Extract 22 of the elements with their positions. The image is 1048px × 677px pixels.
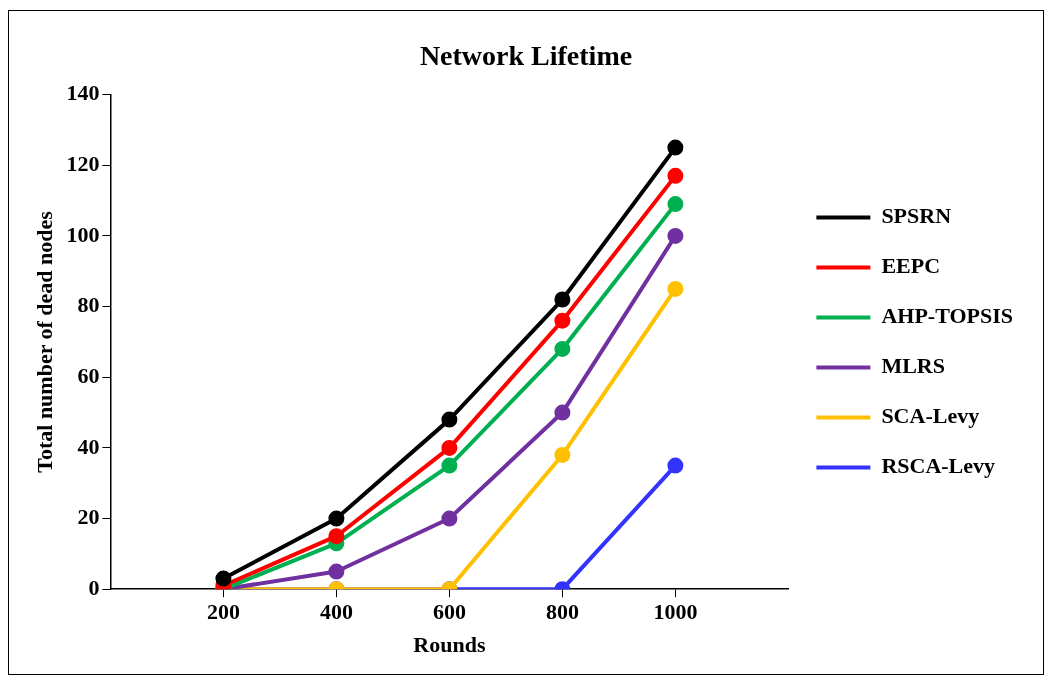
y-tick-label: 80	[77, 292, 100, 318]
y-tick-label: 140	[66, 80, 100, 106]
y-tick-label: 100	[66, 221, 100, 247]
y-tick-label: 120	[66, 150, 100, 176]
chart-title: Network Lifetime	[419, 40, 633, 72]
y-tick-label: 20	[77, 504, 100, 530]
legend-label: SCA-Levy	[881, 403, 980, 429]
x-axis-title: Rounds	[413, 632, 486, 658]
x-tick-label: 800	[545, 599, 579, 625]
y-tick-label: 0	[88, 574, 100, 600]
x-tick-label: 1000	[653, 599, 698, 625]
x-tick-label: 600	[432, 599, 466, 625]
y-axis-title: Total number of dead nodes	[31, 210, 57, 473]
legend-label: RSCA-Levy	[881, 453, 996, 479]
y-tick-label: 40	[77, 433, 100, 459]
x-tick-label: 200	[206, 599, 240, 625]
legend-label: MLRS	[881, 353, 945, 379]
legend-label: SPSRN	[881, 203, 952, 229]
legend-label: EEPC	[881, 253, 941, 279]
x-tick-label: 400	[319, 599, 353, 625]
y-tick-label: 60	[77, 362, 100, 388]
legend-label: AHP-TOPSIS	[881, 303, 1013, 329]
